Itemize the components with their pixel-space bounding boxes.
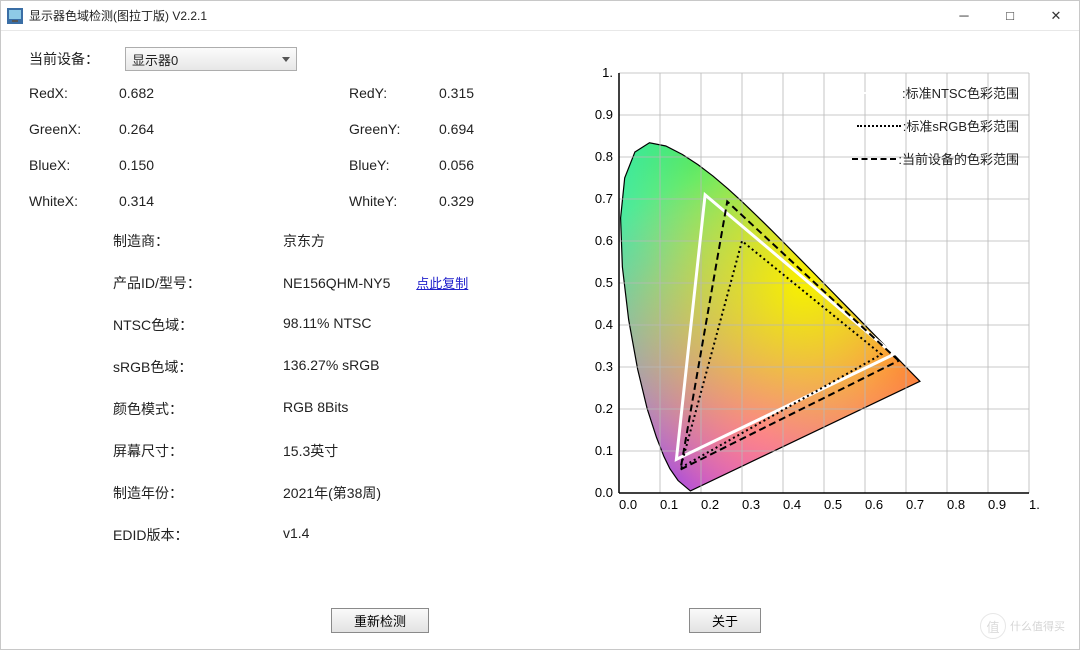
svg-text:0.9: 0.9 <box>595 107 613 122</box>
legend-ntsc-line <box>856 92 900 94</box>
coords-grid: RedX: 0.682 RedY: 0.315 GreenX: 0.264 Gr… <box>29 85 569 209</box>
svg-text:0.2: 0.2 <box>595 401 613 416</box>
whitey-label: WhiteY: <box>349 193 439 209</box>
bluey-label: BlueY: <box>349 157 439 173</box>
manufacturer-label: 制造商： <box>113 231 283 251</box>
svg-text:0.6: 0.6 <box>865 497 883 512</box>
left-panel: 当前设备： 显示器0 RedX: 0.682 RedY: 0.315 Green… <box>29 47 569 633</box>
titlebar: 显示器色域检测(图拉丁版) V2.2.1 ─ □ ✕ <box>1 1 1079 31</box>
legend-ntsc-text: :标准NTSC色彩范围 <box>902 83 1019 102</box>
mfgdate-value: 2021年(第38周) <box>283 483 569 503</box>
size-value: 15.3英寸 <box>283 441 569 461</box>
edid-value: v1.4 <box>283 525 569 545</box>
svg-text:0.6: 0.6 <box>595 233 613 248</box>
about-button[interactable]: 关于 <box>689 608 761 633</box>
size-label: 屏幕尺寸： <box>113 441 283 461</box>
button-row: 重新检测 关于 <box>1 608 1079 633</box>
device-row: 当前设备： 显示器0 <box>29 47 569 71</box>
whitey-value: 0.329 <box>439 193 519 209</box>
redx-value: 0.682 <box>119 85 229 101</box>
whitex-value: 0.314 <box>119 193 229 209</box>
legend-srgb: :标准sRGB色彩范围 <box>852 116 1019 135</box>
watermark-text: 什么值得买 <box>1010 618 1065 634</box>
legend-srgb-line <box>857 125 901 127</box>
svg-text:0.7: 0.7 <box>595 191 613 206</box>
model-value: NE156QHM-NY5 <box>283 275 390 291</box>
maximize-button[interactable]: □ <box>987 1 1033 31</box>
svg-text:0.8: 0.8 <box>595 149 613 164</box>
legend: :标准NTSC色彩范围 :标准sRGB色彩范围 :当前设备的色彩范围 <box>852 83 1019 182</box>
watermark-badge: 值 <box>980 613 1006 639</box>
svg-text:0.4: 0.4 <box>595 317 613 332</box>
svg-text:0.0: 0.0 <box>619 497 637 512</box>
svg-text:0.3: 0.3 <box>742 497 760 512</box>
app-icon <box>7 8 23 24</box>
device-label: 当前设备： <box>29 49 125 69</box>
ntsc-label: NTSC色域： <box>113 315 283 335</box>
redy-value: 0.315 <box>439 85 519 101</box>
redy-label: RedY: <box>349 85 439 101</box>
svg-text:0.7: 0.7 <box>906 497 924 512</box>
window-buttons: ─ □ ✕ <box>941 1 1079 31</box>
legend-device-text: :当前设备的色彩范围 <box>898 149 1019 168</box>
legend-device-line <box>852 158 896 160</box>
device-dropdown[interactable]: 显示器0 <box>125 47 297 71</box>
svg-text:0.3: 0.3 <box>595 359 613 374</box>
svg-text:0.9: 0.9 <box>988 497 1006 512</box>
svg-text:0.1: 0.1 <box>660 497 678 512</box>
svg-text:0.8: 0.8 <box>947 497 965 512</box>
srgb-label: sRGB色域： <box>113 357 283 377</box>
svg-text:1.: 1. <box>1029 497 1039 512</box>
edid-label: EDID版本： <box>113 525 283 545</box>
svg-text:0.2: 0.2 <box>701 497 719 512</box>
bluex-label: BlueX: <box>29 157 119 173</box>
svg-text:0.5: 0.5 <box>824 497 842 512</box>
minimize-button[interactable]: ─ <box>941 1 987 31</box>
svg-text:0.4: 0.4 <box>783 497 801 512</box>
ntsc-value: 98.11% NTSC <box>283 315 569 335</box>
right-panel: 0.0 0.0 0.1 0.1 0.2 0.2 0.3 0.3 0.4 0.4 0.5 0.5 0.6 0… <box>569 47 1057 633</box>
bluex-value: 0.150 <box>119 157 229 173</box>
colormode-label: 颜色模式： <box>113 399 283 419</box>
manufacturer-value: 京东方 <box>283 231 569 251</box>
redetect-button[interactable]: 重新检测 <box>331 608 429 633</box>
redx-label: RedX: <box>29 85 119 101</box>
copy-link[interactable]: 点此复制 <box>416 276 468 291</box>
svg-text:0.1: 0.1 <box>595 443 613 458</box>
info-grid: 制造商： 京东方 产品ID/型号： NE156QHM-NY5 点此复制 NTSC… <box>113 231 569 545</box>
svg-text:0.5: 0.5 <box>595 275 613 290</box>
client-area: 当前设备： 显示器0 RedX: 0.682 RedY: 0.315 Green… <box>1 31 1079 649</box>
device-selected: 显示器0 <box>132 50 178 69</box>
srgb-value: 136.27% sRGB <box>283 357 569 377</box>
bluey-value: 0.056 <box>439 157 519 173</box>
svg-text:1.: 1. <box>602 65 613 80</box>
greeny-label: GreenY: <box>349 121 439 137</box>
app-window: 显示器色域检测(图拉丁版) V2.2.1 ─ □ ✕ 当前设备： 显示器0 Re… <box>0 0 1080 650</box>
greenx-value: 0.264 <box>119 121 229 137</box>
greeny-value: 0.694 <box>439 121 519 137</box>
mfgdate-label: 制造年份： <box>113 483 283 503</box>
legend-srgb-text: :标准sRGB色彩范围 <box>903 116 1019 135</box>
model-value-wrap: NE156QHM-NY5 点此复制 <box>283 273 569 293</box>
colormode-value: RGB 8Bits <box>283 399 569 419</box>
model-label: 产品ID/型号： <box>113 273 283 293</box>
greenx-label: GreenX: <box>29 121 119 137</box>
legend-device: :当前设备的色彩范围 <box>852 149 1019 168</box>
whitex-label: WhiteX: <box>29 193 119 209</box>
legend-ntsc: :标准NTSC色彩范围 <box>852 83 1019 102</box>
close-button[interactable]: ✕ <box>1033 1 1079 31</box>
window-title: 显示器色域检测(图拉丁版) V2.2.1 <box>29 7 941 24</box>
svg-text:0.0: 0.0 <box>595 485 613 500</box>
watermark: 值 什么值得买 <box>980 613 1065 639</box>
